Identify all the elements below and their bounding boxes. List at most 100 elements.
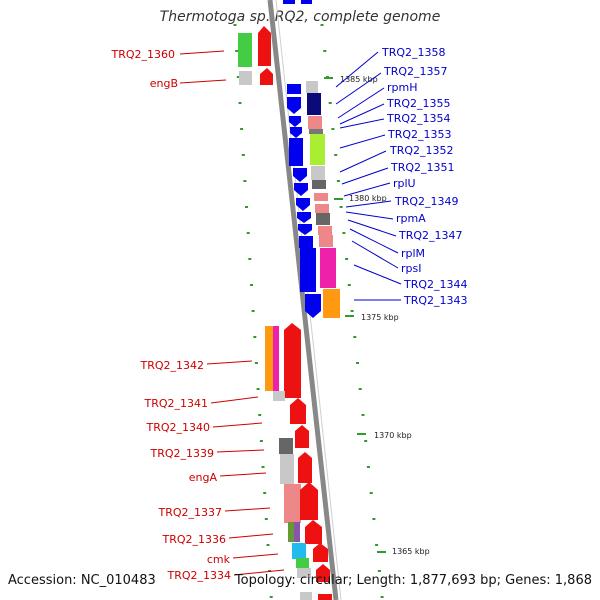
guide-dot	[254, 362, 258, 364]
gene-feature	[298, 452, 312, 483]
gene-feature	[296, 198, 310, 211]
guide-dot	[369, 492, 373, 494]
gene-feature	[297, 568, 311, 578]
guide-dot	[380, 596, 384, 598]
gene-label: TRQ2_1347	[398, 229, 463, 242]
guide-dot	[377, 570, 381, 572]
gene-label: rpmA	[396, 212, 426, 225]
gene-feature	[313, 543, 328, 562]
guide-dot	[240, 128, 244, 130]
guide-dot	[350, 310, 354, 312]
gene-label: TRQ2_1343	[403, 294, 468, 307]
gene-feature	[296, 558, 309, 568]
gene-label: TRQ2_1342	[139, 359, 204, 372]
gene-feature	[311, 166, 325, 180]
gene-label: TRQ2_1354	[386, 112, 451, 125]
gene-feature	[298, 224, 312, 235]
gene-feature	[316, 564, 330, 582]
gene-feature	[323, 289, 340, 318]
gene-label: TRQ2_1349	[394, 195, 459, 208]
guide-dot	[241, 154, 245, 156]
gene-feature	[289, 138, 303, 166]
gene-feature	[300, 482, 318, 520]
gene-feature	[279, 438, 293, 454]
gene-feature	[265, 326, 273, 391]
gene-feature	[238, 33, 252, 67]
gene-label: TRQ2_1355	[386, 97, 451, 110]
gene-feature	[314, 193, 328, 201]
gene-feature	[320, 248, 336, 288]
guide-dot	[345, 258, 349, 260]
gene-label: TRQ2_1353	[387, 128, 452, 141]
gene-feature	[294, 522, 300, 542]
gene-feature	[309, 129, 323, 134]
forward-genes	[238, 0, 332, 600]
guide-dot	[238, 102, 242, 104]
gene-label: engA	[189, 471, 218, 484]
gene-feature	[297, 212, 311, 223]
gene-label: cmk	[207, 553, 231, 566]
guide-dot	[264, 518, 268, 520]
guide-dot	[334, 154, 338, 156]
guide-dot	[358, 388, 362, 390]
scale-tick-label: 1380 kbp	[349, 194, 387, 203]
gene-feature	[283, 0, 295, 4]
guide-dot	[372, 518, 376, 520]
gene-feature	[316, 213, 330, 225]
gene-feature	[300, 592, 312, 600]
gene-label: TRQ2_1360	[110, 48, 175, 61]
gene-feature	[280, 454, 294, 484]
guide-dot	[339, 206, 343, 208]
gene-feature	[301, 0, 312, 4]
guide-dot	[235, 50, 239, 52]
gene-feature	[284, 484, 301, 523]
guide-dot	[328, 102, 332, 104]
gene-label: TRQ2_1339	[149, 447, 214, 460]
gene-feature	[318, 226, 332, 235]
gene-feature	[290, 398, 306, 424]
gene-label: engB	[150, 77, 178, 90]
gene-feature	[288, 522, 294, 542]
guide-dot	[245, 206, 248, 208]
scale-tick-label: 1365 kbp	[392, 547, 430, 556]
gene-feature	[287, 97, 301, 114]
gene-feature	[295, 425, 309, 448]
gene-feature	[292, 543, 306, 559]
gene-feature	[290, 127, 302, 138]
scale-tick-label: 1375 kbp	[361, 313, 399, 322]
gene-feature	[299, 236, 313, 248]
guide-dot	[323, 50, 327, 52]
gene-feature	[318, 594, 332, 600]
gene-label: TRQ2_1344	[403, 278, 468, 291]
gene-feature	[315, 204, 329, 213]
scale-tick-label: 1370 kbp	[374, 431, 412, 440]
guide-dot	[331, 128, 335, 130]
guide-dot	[261, 466, 265, 468]
gene-feature	[305, 294, 321, 318]
gene-label: TRQ2_1357	[383, 65, 448, 78]
guide-dot	[336, 180, 340, 182]
guide-dot	[250, 284, 253, 286]
gene-feature	[289, 116, 301, 127]
gene-feature	[312, 180, 326, 189]
guide-dot	[269, 596, 273, 598]
guide-dot	[375, 544, 379, 546]
guide-dot	[233, 24, 237, 26]
reverse-genes	[287, 81, 340, 318]
guide-dot	[320, 24, 324, 26]
gene-label: TRQ2_1341	[143, 397, 208, 410]
guide-dot	[342, 232, 346, 234]
guide-dot	[364, 440, 368, 442]
gene-label: rplM	[401, 247, 425, 260]
gene-feature	[260, 68, 273, 85]
gene-feature	[300, 248, 316, 292]
forward-labels: TRQ2_1360 engB TRQ2_1342 TRQ2_1341 TRQ2_…	[110, 48, 285, 582]
guide-dot	[256, 388, 260, 390]
genome-summary: Topology: circular; Length: 1,877,693 bp…	[234, 573, 592, 588]
guide-dot	[246, 232, 250, 234]
guide-dot	[251, 310, 255, 312]
scale-dots	[233, 24, 384, 598]
gene-label: TRQ2_1358	[381, 46, 446, 59]
guide-dot	[361, 414, 365, 416]
